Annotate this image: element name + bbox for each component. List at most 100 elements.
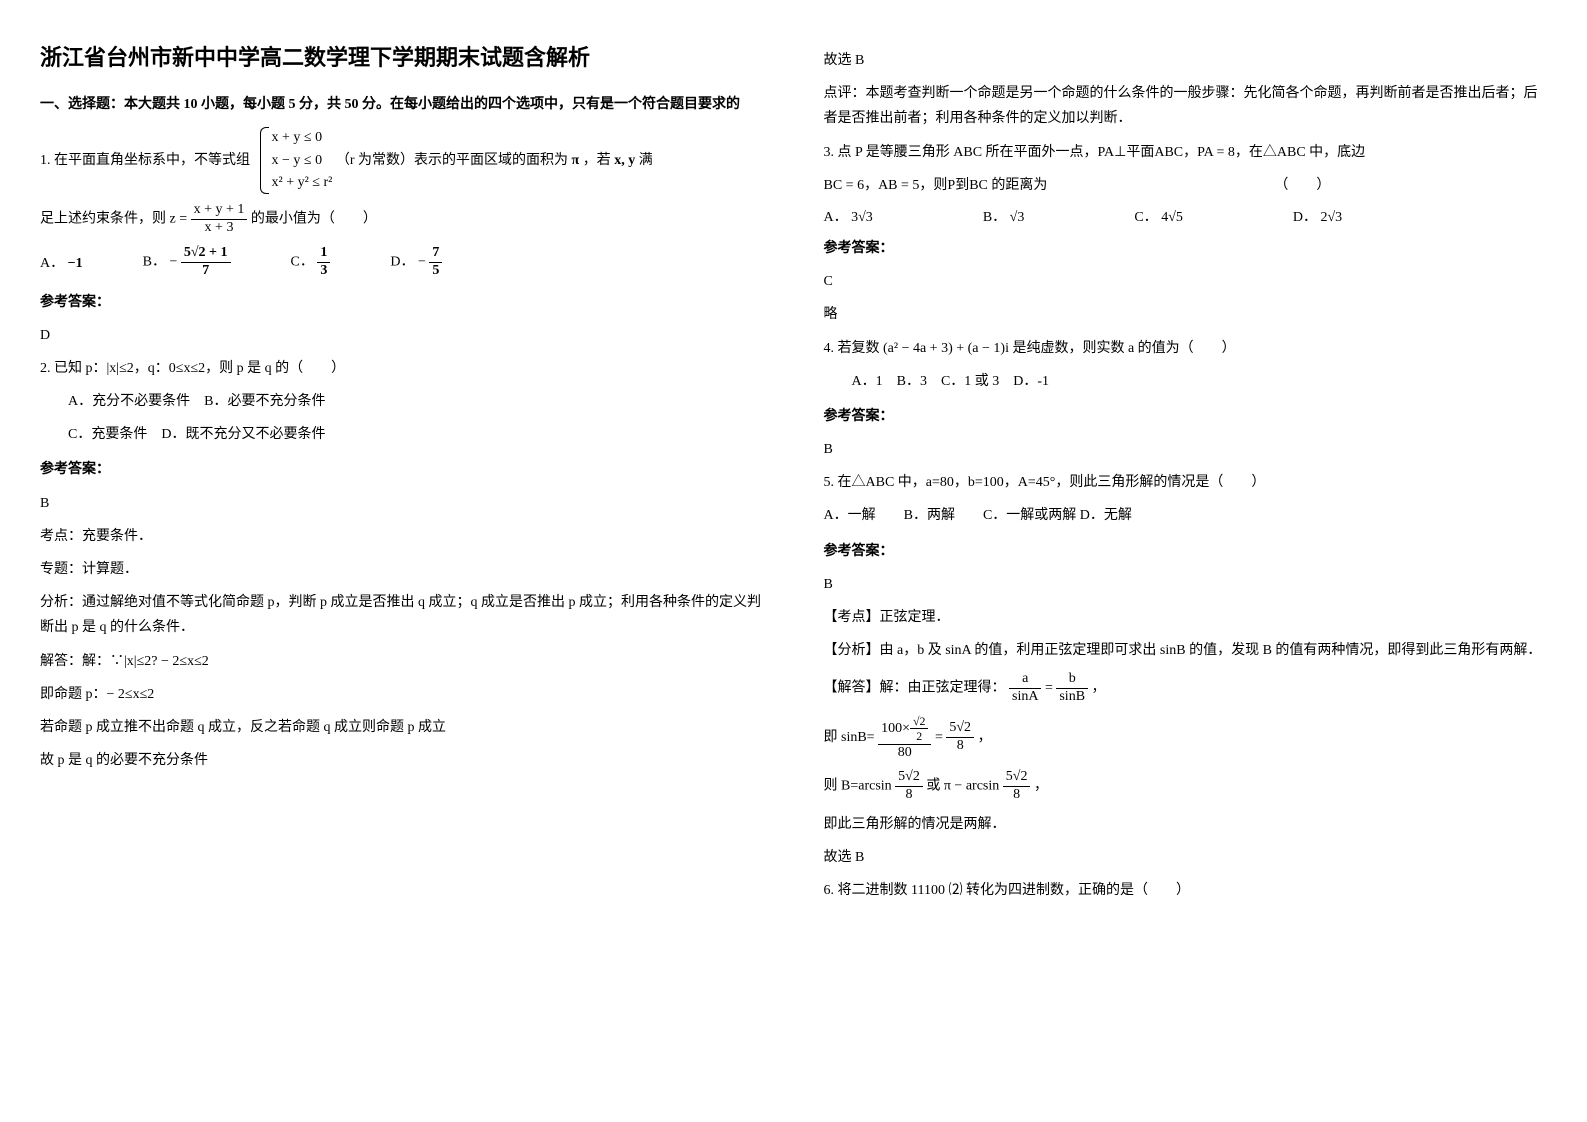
q3-line2: BC = 6，AB = 5，则P到BC 的距离为 （ ） (824, 173, 1548, 198)
q5-e3a: 【解答】解：由正弦定理得： (824, 681, 1006, 696)
q5-e4: 即 sinB= 100×√22 80 = 5√2 8 ， (824, 714, 1548, 761)
q5-e4-right: 5√2 8 (946, 720, 974, 755)
q2-e4: 解答：解：∵|x|≤2? − 2≤x≤2 (40, 649, 764, 674)
q1-D-den: 5 (429, 263, 442, 280)
q1-choice-c: C． 1 3 (291, 245, 331, 280)
q1-line2: 足上述约束条件，则 z = x + y + 1 x + 3 的最小值为（ ） (40, 202, 764, 237)
q5-e5-fd: 8 (895, 787, 923, 804)
q5-e3-f1n: a (1009, 671, 1041, 689)
right-column: 故选 B 点评：本题考查判断一个命题是另一个命题的什么条件的一般步骤：先化简各个… (824, 40, 1548, 911)
q5-e3-eq: = (1045, 681, 1053, 696)
page-title: 浙江省台州市新中中学高二数学理下学期期末试题含解析 (40, 40, 764, 72)
q4-expr: (a² − 4a + 3) + (a − 1)i (883, 341, 1009, 356)
q5-e4-num: 100×√22 (878, 714, 931, 745)
q5-opts: A．一解 B．两解 C．一解或两解 D．无解 (824, 503, 1548, 528)
q1-b3: x² + y² ≤ r² (272, 172, 333, 194)
q3-C-val: 4√5 (1161, 210, 1183, 225)
q3-choice-a: A． 3√3 (824, 206, 873, 226)
q5-ans: B (824, 572, 1548, 597)
q1-ans-label: 参考答案： (40, 290, 764, 315)
q1-D-num: 7 (429, 245, 442, 263)
q1-z-lhs: z = (170, 212, 188, 227)
q5-e5c: ， (1034, 779, 1048, 794)
q1-B-num: 5√2 + 1 (181, 245, 231, 263)
q3-B-val: √3 (1010, 210, 1025, 225)
q1-A-val: −1 (68, 256, 83, 271)
q5-e5-fd2: 8 (1003, 787, 1031, 804)
pi-symbol: π (572, 153, 580, 168)
q5-e4b: ， (978, 730, 992, 745)
q5-e4-d: 80 (878, 745, 931, 762)
q1-C-label: C． (291, 254, 314, 269)
q1-choice-a: A． −1 (40, 252, 83, 272)
q5-e3-f1: a sinA (1009, 671, 1041, 706)
q3-b2: （ ） (1274, 178, 1330, 193)
q2-e6: 若命题 p 成立推不出命题 q 成立，反之若命题 q 成立则命题 p 成立 (40, 715, 764, 740)
q2-e7: 故 p 是 q 的必要不充分条件 (40, 748, 764, 773)
q1-ans: D (40, 323, 764, 348)
q1-b2: x − y ≤ 0 (272, 150, 333, 172)
q5-e5: 则 B=arcsin 5√2 8 或 π − arcsin 5√2 8 ， (824, 769, 1548, 804)
q1-prefix: 1. 在平面直角坐标系中，不等式组 (40, 153, 250, 168)
q2-e1: 考点：充要条件． (40, 524, 764, 549)
q5-e4-left: 100×√22 80 (878, 714, 931, 761)
q3-ans: C (824, 269, 1548, 294)
q1-choices: A． −1 B． − 5√2 + 1 7 C． 1 3 D． − (40, 245, 764, 280)
q1-b1: x + y ≤ 0 (272, 127, 333, 149)
q5-e5-f2: 5√2 8 (1003, 769, 1031, 804)
q4-opts: A．1 B．3 C．1 或 3 D．-1 (824, 369, 1548, 394)
xy-symbol: x, y (614, 153, 635, 168)
q5-e3b: ， (1092, 681, 1106, 696)
q5-e3-f2n: b (1056, 671, 1088, 689)
q5-e3-f1d: sinA (1009, 689, 1041, 706)
q3-line1: 3. 点 P 是等腰三角形 ABC 所在平面外一点，PA⊥平面ABC，PA = … (824, 140, 1548, 165)
q1-z-den: x + 3 (191, 220, 248, 237)
q5-e4-rn: 5√2 (946, 720, 974, 738)
q2-opts-ab: A．充分不必要条件 B．必要不充分条件 (40, 389, 764, 414)
q1-z-num: x + y + 1 (191, 202, 248, 220)
q3-choice-d: D． 2√3 (1293, 206, 1342, 226)
q2-e2: 专题：计算题． (40, 557, 764, 582)
q5-ans-label: 参考答案： (824, 539, 1548, 564)
q5-e6: 即此三角形解的情况是两解． (824, 812, 1548, 837)
q3-A-label: A． (824, 210, 848, 225)
q3-e: 略 (824, 302, 1548, 327)
section1-head: 一、选择题：本大题共 10 小题，每小题 5 分，共 50 分。在每小题给出的四… (40, 92, 764, 117)
q1-line2a: 足上述约束条件，则 (40, 212, 166, 227)
q2-ans-label: 参考答案： (40, 457, 764, 482)
q5-e5a: 则 B=arcsin (824, 779, 892, 794)
q3-choices: A． 3√3 B． √3 C． 4√5 D． 2√3 (824, 206, 1548, 226)
q3-b: BC = 6，AB = 5，则P到BC 的距离为 (824, 178, 1048, 193)
q3-choice-b: B． √3 (983, 206, 1025, 226)
q5-e5-fn: 5√2 (895, 769, 923, 787)
q5-e3: 【解答】解：由正弦定理得： a sinA = b sinB ， (824, 671, 1548, 706)
q5-e5b: 或 π − arcsin (926, 779, 999, 794)
q1-after3: 满 (639, 153, 653, 168)
q1-line1: 1. 在平面直角坐标系中，不等式组 x + y ≤ 0 x − y ≤ 0 x²… (40, 127, 764, 194)
q1-D-label: D． (390, 254, 414, 269)
q3-A-val: 3√3 (851, 210, 873, 225)
q1-brace: x + y ≤ 0 x − y ≤ 0 x² + y² ≤ r² (254, 127, 333, 194)
q2-e8: 故选 B (824, 48, 1548, 73)
q5-e4-nfn: √2 (910, 714, 928, 729)
q1-B-frac: 5√2 + 1 7 (181, 245, 231, 280)
q2-opts-cd: C．充要条件 D．既不充分又不必要条件 (40, 422, 764, 447)
q1-after1: （r 为常数）表示的平面区域的面积为 (336, 153, 568, 168)
q5-e7: 故选 B (824, 845, 1548, 870)
q5-e3-f2: b sinB (1056, 671, 1088, 706)
q4-ans: B (824, 437, 1548, 462)
q4-b: 是纯虚数，则实数 a 的值为（ ） (1012, 341, 1235, 356)
q3-C-label: C． (1134, 210, 1157, 225)
q2-e5: 即命题 p：− 2≤x≤2 (40, 682, 764, 707)
q5-a: 5. 在△ABC 中，a=80，b=100，A=45°，则此三角形解的情况是（ … (824, 470, 1548, 495)
q2-e3: 分析：通过解绝对值不等式化简命题 p，判断 p 成立是否推出 q 成立；q 成立… (40, 590, 764, 640)
q5-e1: 【考点】正弦定理． (824, 605, 1548, 630)
q1-choice-d: D． − 7 5 (390, 245, 442, 280)
q5-e4-nn: 100× (881, 721, 910, 736)
q5-e4a: 即 sinB= (824, 730, 875, 745)
q4-line: 4. 若复数 (a² − 4a + 3) + (a − 1)i 是纯虚数，则实数… (824, 336, 1548, 361)
q1-D-frac: 7 5 (429, 245, 442, 280)
q1-A-label: A． (40, 256, 64, 271)
q3-ans-label: 参考答案： (824, 236, 1548, 261)
q5-e4-rd: 8 (946, 738, 974, 755)
